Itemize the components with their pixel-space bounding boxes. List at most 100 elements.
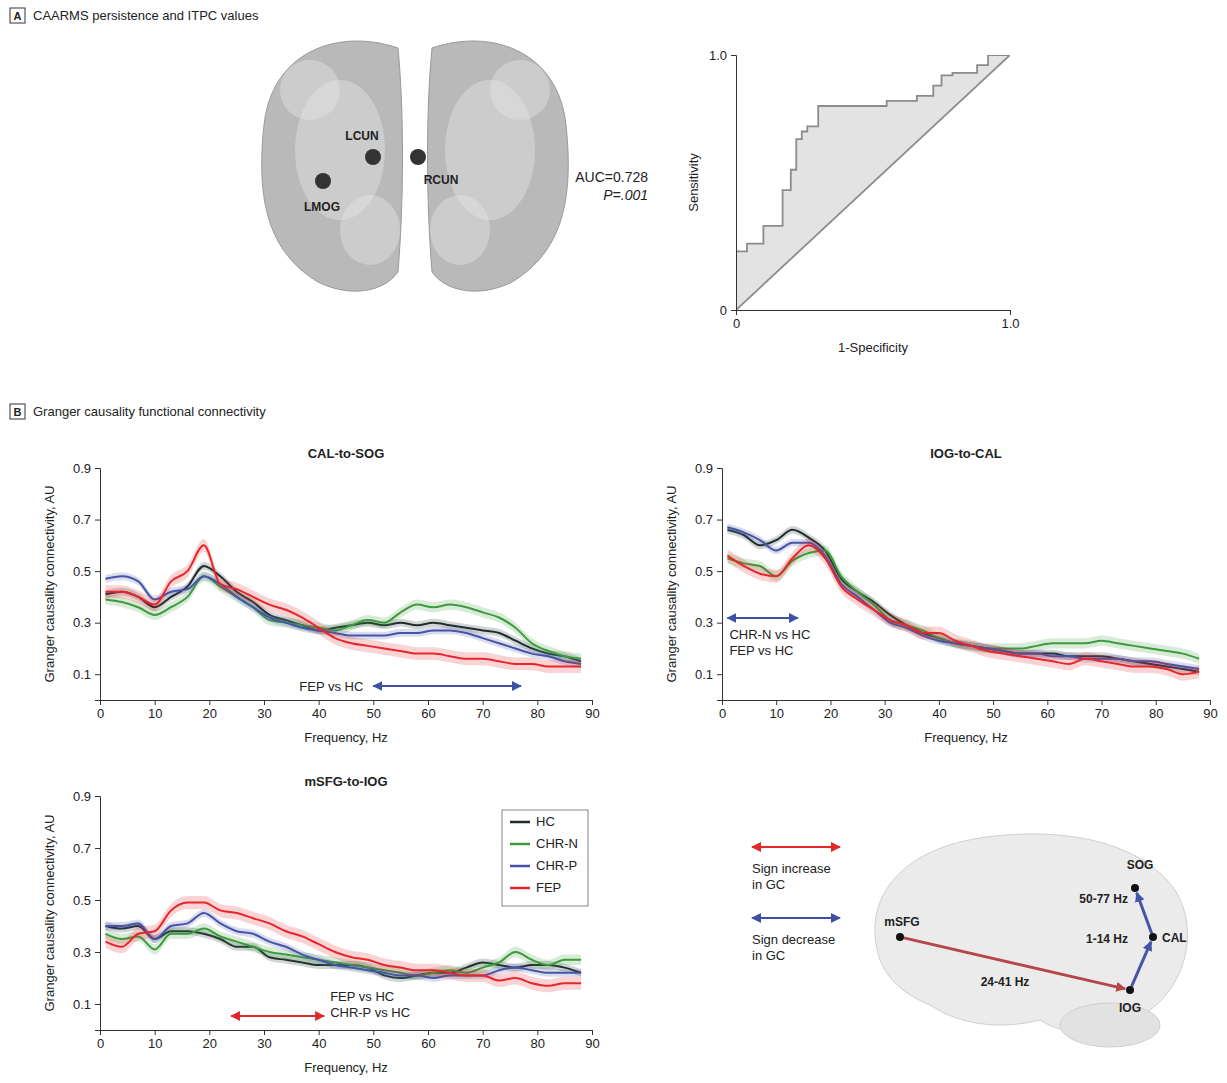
- tick-label: 10: [148, 1036, 162, 1051]
- chart: 01020304050607080900.10.30.50.70.9IOG-to…: [664, 446, 1218, 745]
- legend-arrow: [752, 917, 840, 919]
- tick-label: 70: [476, 1036, 490, 1051]
- axis-line: [737, 311, 1011, 316]
- edge-arrow: [904, 938, 1125, 989]
- tick-mark: [209, 700, 210, 705]
- tick: 0.5: [695, 564, 722, 579]
- series-line: [105, 913, 581, 978]
- tick-label: 0.5: [73, 893, 91, 908]
- y-axis-title: Granger causality connectivity, AU: [664, 485, 679, 682]
- tick-label: 0.3: [695, 615, 713, 630]
- edge-arrow: [1137, 893, 1152, 934]
- error-band: [105, 896, 581, 992]
- tick-mark: [717, 468, 722, 469]
- tick: 0: [97, 1030, 104, 1051]
- error-band: [727, 539, 1199, 681]
- tick-label: 1.0: [1001, 316, 1019, 331]
- tick-label: 0.1: [695, 667, 713, 682]
- x-axis-title: 1-Specificity: [838, 340, 909, 355]
- legend-swatch: [510, 887, 530, 890]
- tick: 0.5: [73, 893, 100, 908]
- tick: 10: [769, 700, 783, 721]
- error-band: [105, 909, 581, 982]
- plot-marks: [105, 896, 581, 992]
- tick-label: 0.7: [73, 841, 91, 856]
- tick-label: 70: [476, 706, 490, 721]
- chart-title: CAL-to-SOG: [308, 446, 385, 461]
- annotation: FEP vs HC: [729, 643, 793, 658]
- tick-mark: [993, 700, 994, 705]
- tick-label: 0: [97, 1036, 104, 1051]
- tspan: in GC: [752, 948, 785, 963]
- brain-texture: [280, 60, 340, 120]
- legend-label: FEP: [536, 880, 561, 895]
- tick: 60: [421, 1030, 435, 1051]
- tick: 1.0: [709, 48, 736, 63]
- panel-heading: BGranger causality functional connectivi…: [10, 404, 266, 419]
- tick-label: 30: [257, 706, 271, 721]
- chart: 01020304050607080900.10.30.50.70.9CAL-to…: [42, 446, 600, 745]
- tick: 90: [585, 1030, 599, 1051]
- tick-mark: [95, 1004, 100, 1005]
- tick-mark: [717, 571, 722, 572]
- annotation: CHR-N vs HC: [729, 627, 810, 642]
- axis-line: [95, 469, 101, 701]
- tick-label: 90: [585, 1036, 599, 1051]
- legend: HCCHR-NCHR-PFEP: [502, 810, 588, 906]
- tick-mark: [592, 700, 593, 705]
- region-dot: [315, 173, 331, 189]
- tick-mark: [373, 700, 374, 705]
- tick-label: 0.1: [73, 667, 91, 682]
- tick-label: 30: [878, 706, 892, 721]
- node-label: SOG: [1127, 858, 1154, 872]
- legend-label: CHR-N: [536, 836, 578, 851]
- tick-label: 20: [203, 706, 217, 721]
- tick-mark: [717, 623, 722, 624]
- legend-swatch: [510, 843, 530, 846]
- edge-label: 1-14 Hz: [1086, 932, 1128, 946]
- tick-mark: [537, 1030, 538, 1035]
- tick: 70: [476, 700, 490, 721]
- tick-label: 0.3: [73, 945, 91, 960]
- axis-line: [717, 469, 723, 701]
- tick: 80: [531, 1030, 545, 1051]
- legend-label: Sign increasein GC: [752, 861, 831, 892]
- tick: 30: [257, 700, 271, 721]
- axis-line: [95, 797, 101, 1031]
- chart-title: IOG-to-CAL: [930, 446, 1002, 461]
- annotation: P=.001: [603, 187, 648, 203]
- tick: 70: [1095, 700, 1109, 721]
- panel-title: CAARMS persistence and ITPC values: [33, 8, 259, 23]
- plot-marks: [105, 539, 581, 673]
- tick-label: 80: [531, 1036, 545, 1051]
- tick-mark: [1010, 310, 1011, 315]
- tspan: in GC: [752, 877, 785, 892]
- tick-label: 40: [312, 1036, 326, 1051]
- tick-label: 0: [720, 303, 727, 318]
- hemisphere: [428, 41, 569, 291]
- tick-label: 60: [421, 1036, 435, 1051]
- tick-label: 80: [531, 706, 545, 721]
- panel-letter: B: [14, 406, 22, 418]
- tick-label: 0.9: [695, 461, 713, 476]
- panel-letter: A: [14, 10, 22, 22]
- tick: 40: [312, 1030, 326, 1051]
- series-line: [736, 55, 1010, 310]
- y-axis: 0.10.30.50.70.9: [73, 461, 101, 701]
- tick: 50: [367, 1030, 381, 1051]
- legend-arrow: [752, 846, 840, 848]
- tick: 80: [531, 700, 545, 721]
- edge-label: 24-41 Hz: [981, 975, 1030, 989]
- annotation: FEP vs HC: [299, 679, 363, 694]
- tick-mark: [209, 1030, 210, 1035]
- plot-marks: [736, 55, 1010, 310]
- tick-label: 50: [367, 706, 381, 721]
- tick: 0.9: [695, 461, 722, 476]
- tick: 0.7: [73, 512, 100, 527]
- tick: 1.0: [1001, 310, 1019, 331]
- panel-letter-box: [10, 404, 25, 419]
- legend-swatch: [510, 821, 530, 824]
- tick: 70: [476, 1030, 490, 1051]
- node-label: CAL: [1162, 931, 1187, 945]
- node: [1126, 986, 1134, 994]
